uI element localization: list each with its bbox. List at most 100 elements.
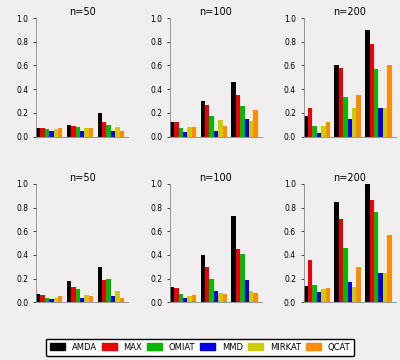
Bar [253,111,258,136]
Bar [339,220,343,302]
Bar [214,291,218,302]
Bar [179,294,183,302]
Bar [236,249,240,302]
Bar [321,289,326,302]
Bar [120,298,124,302]
Bar [205,104,210,136]
Bar [214,131,218,136]
Bar [343,98,348,136]
Bar [312,126,317,136]
Bar [326,122,330,136]
Bar [111,131,115,136]
Bar [387,235,392,302]
Bar [76,127,80,136]
Bar [102,122,106,136]
Bar [201,255,205,302]
Bar [317,292,321,302]
Bar [106,125,111,136]
Title: n=100: n=100 [200,173,232,183]
Bar [312,285,317,302]
Bar [84,295,89,302]
Bar [249,121,253,136]
Bar [365,184,370,302]
Bar [378,273,383,302]
Bar [378,108,383,136]
Bar [98,267,102,302]
Bar [218,293,222,302]
Bar [231,82,236,136]
Bar [343,248,348,302]
Bar [222,294,227,302]
Bar [222,126,227,136]
Bar [106,279,111,302]
Bar [240,254,244,302]
Bar [58,297,62,302]
Bar [71,287,76,302]
Title: n=50: n=50 [69,7,96,17]
Title: n=200: n=200 [334,173,366,183]
Legend: AMDA, MAX, OMIAT, MMD, MIRKAT, QCAT: AMDA, MAX, OMIAT, MMD, MIRKAT, QCAT [46,338,354,356]
Bar [356,95,361,136]
Bar [183,132,188,136]
Bar [231,216,236,302]
Bar [201,101,205,136]
Bar [98,113,102,136]
Title: n=200: n=200 [334,7,366,17]
Bar [352,108,356,136]
Bar [210,279,214,302]
Bar [365,30,370,136]
Bar [317,133,321,136]
Bar [304,116,308,136]
Bar [58,128,62,136]
Bar [240,106,244,136]
Bar [383,273,387,302]
Bar [179,128,183,136]
Bar [192,295,196,302]
Bar [308,260,312,302]
Bar [67,281,71,302]
Bar [339,68,343,136]
Bar [304,286,308,302]
Bar [49,131,54,136]
Bar [174,288,179,302]
Bar [49,299,54,302]
Bar [102,280,106,302]
Bar [374,69,378,136]
Bar [45,129,49,136]
Bar [40,295,45,302]
Bar [183,298,188,302]
Bar [249,291,253,302]
Bar [40,128,45,136]
Bar [352,287,356,302]
Bar [383,108,387,136]
Bar [192,127,196,136]
Bar [321,126,326,136]
Bar [356,267,361,302]
Bar [326,288,330,302]
Bar [374,212,378,302]
Bar [115,127,120,136]
Bar [348,119,352,136]
Bar [89,297,93,302]
Bar [244,280,249,302]
Bar [210,116,214,136]
Bar [54,298,58,302]
Bar [218,120,222,136]
Bar [71,126,76,136]
Bar [334,202,339,302]
Title: n=100: n=100 [200,7,232,17]
Bar [54,129,58,136]
Bar [80,131,84,136]
Bar [370,201,374,302]
Bar [370,44,374,136]
Bar [334,66,339,136]
Bar [115,291,120,302]
Bar [120,131,124,136]
Bar [188,297,192,302]
Bar [111,297,115,302]
Title: n=50: n=50 [69,173,96,183]
Bar [205,267,210,302]
Bar [89,128,93,136]
Bar [84,128,89,136]
Bar [308,108,312,136]
